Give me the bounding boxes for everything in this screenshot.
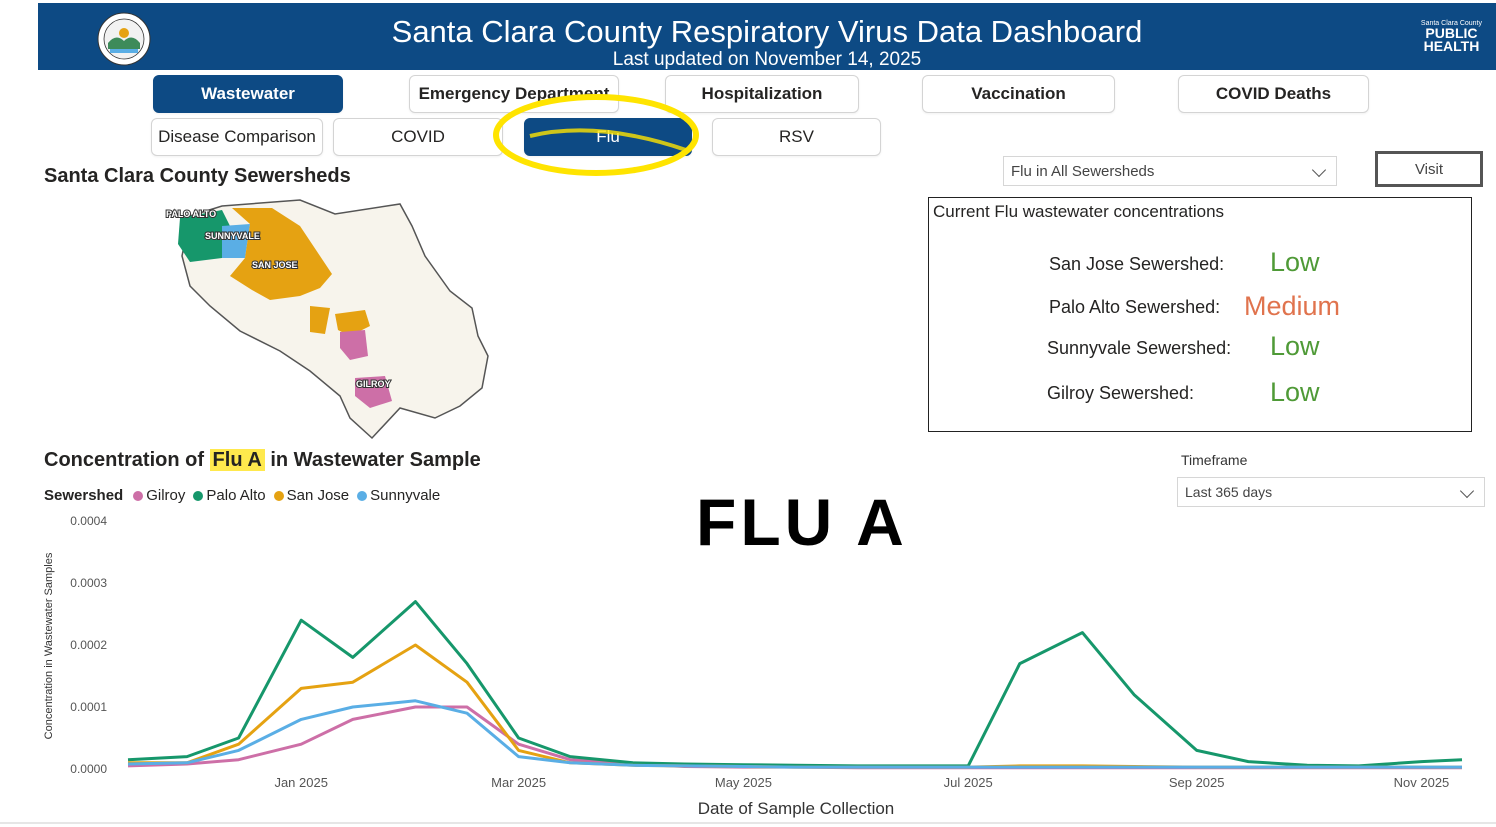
legend-dot (193, 490, 204, 501)
map-label-san-jose: SAN JOSE (252, 260, 298, 270)
legend-label: Gilroy (146, 487, 186, 504)
logo-line-2: HEALTH (1423, 38, 1480, 54)
map-label-palo-alto: PALO ALTO (166, 209, 216, 219)
y-axis-label: Concentration in Wastewater Samples (43, 552, 55, 739)
x-tick-label: Jul 2025 (944, 775, 993, 790)
header-banner: Santa Clara County Respiratory Virus Dat… (38, 3, 1496, 70)
x-tick-label: May 2025 (715, 775, 772, 790)
chart-title-suffix: in Wastewater Sample (264, 449, 481, 471)
legend-label: San Jose (286, 487, 350, 504)
san-jose-region-south (310, 306, 330, 334)
x-tick-label: Sep 2025 (1169, 775, 1225, 790)
y-tick-label: 0.0002 (70, 638, 107, 652)
sunnyvale-region[interactable] (222, 224, 250, 258)
public-health-logo: Santa Clara County PUBLIC HEALTH (1421, 20, 1482, 53)
legend-item-palo-alto[interactable]: Palo Alto (191, 487, 266, 504)
tab-hospitalization[interactable]: Hospitalization (665, 75, 859, 113)
chevron-down-icon (1459, 483, 1475, 499)
legend-label: Sunnyvale (370, 487, 441, 504)
chart-title-prefix: Concentration of (44, 449, 210, 471)
legend-label: Palo Alto (206, 487, 266, 504)
logo-line-1: PUBLIC (1425, 25, 1478, 41)
page-title: Santa Clara County Respiratory Virus Dat… (391, 14, 1143, 49)
map-title: Santa Clara County Sewersheds (44, 165, 351, 187)
y-tick-label: 0.0003 (70, 576, 107, 590)
timeframe-dropdown[interactable]: Last 365 days (1177, 477, 1485, 507)
x-tick-label: Nov 2025 (1394, 775, 1450, 790)
map-label-gilroy: GILROY (356, 379, 391, 389)
current-concentration-card: Current Flu wastewater concentrations Sa… (928, 197, 1472, 432)
gilroy-region[interactable] (355, 376, 392, 408)
tab-wastewater[interactable]: Wastewater (153, 75, 343, 113)
sewershed-map[interactable]: PALO ALTO SUNNYVALE SAN JOSE GILROY (160, 196, 500, 442)
x-axis-label: Date of Sample Collection (698, 799, 895, 818)
x-tick-label: Mar 2025 (491, 775, 546, 790)
san-jose-label: San Jose Sewershed: (1049, 254, 1225, 274)
palo-alto-label: Palo Alto Sewershed: (1049, 297, 1221, 317)
chart-title-highlight: Flu A (209, 449, 265, 471)
chart-title: Concentration of Flu A in Wastewater Sam… (44, 449, 481, 472)
map-label-sunnyvale: SUNNYVALE (205, 231, 260, 241)
timeframe-value: Last 365 days (1185, 484, 1273, 500)
san-jose-level: Low (1270, 247, 1320, 277)
palo-alto-region[interactable] (178, 210, 230, 262)
page-bottom-divider (0, 822, 1496, 824)
x-tick-label: Jan 2025 (274, 775, 328, 790)
tab-rsv[interactable]: RSV (712, 118, 881, 156)
tab-covid[interactable]: COVID (333, 118, 503, 156)
chart-legend: Sewershed Gilroy Palo Alto San Jose Sunn… (44, 487, 446, 504)
palo-alto-level: Medium (1244, 291, 1341, 321)
y-tick-label: 0.0001 (70, 700, 107, 714)
series-line-palo-alto[interactable] (127, 600, 1463, 768)
legend-item-gilroy[interactable]: Gilroy (131, 487, 185, 504)
tab-covid-deaths[interactable]: COVID Deaths (1178, 75, 1369, 113)
sunnyvale-level: Low (1270, 331, 1320, 361)
sewershed-filter-dropdown[interactable]: Flu in All Sewersheds (1003, 156, 1337, 186)
morgan-hill-region (335, 310, 370, 336)
logo-small-text: Santa Clara County (1420, 20, 1482, 27)
y-tick-label: 0.0000 (70, 762, 107, 776)
card-title: Current Flu wastewater concentrations (933, 202, 1225, 221)
timeframe-label: Timeframe (1181, 452, 1248, 468)
legend-title: Sewershed (44, 487, 124, 504)
legend-item-sunnyvale[interactable]: Sunnyvale (355, 487, 440, 504)
visit-button[interactable]: Visit (1375, 151, 1483, 187)
legend-item-san-jose[interactable]: San Jose (272, 487, 350, 504)
highlight-annotation (493, 94, 699, 176)
sewershed-filter-value: Flu in All Sewersheds (1011, 162, 1155, 180)
gilroy-level: Low (1270, 377, 1320, 407)
chevron-down-icon (1311, 162, 1327, 178)
sunnyvale-label: Sunnyvale Sewershed: (1047, 338, 1232, 358)
legend-dot (357, 490, 368, 501)
last-updated-text: Last updated on November 14, 2025 (612, 49, 922, 70)
tab-vaccination[interactable]: Vaccination (922, 75, 1115, 113)
flu-a-overlay-text: FLU A (696, 485, 908, 559)
morgan-hill-pink-region (340, 330, 368, 360)
legend-dot (273, 490, 284, 501)
series-line-gilroy[interactable] (127, 705, 1462, 770)
gilroy-label: Gilroy Sewershed: (1047, 383, 1195, 403)
san-jose-region[interactable] (230, 208, 332, 300)
y-tick-label: 0.0004 (70, 514, 107, 528)
county-seal-icon (96, 11, 152, 67)
tab-disease-comparison[interactable]: Disease Comparison (151, 118, 323, 156)
series-line-san-jose[interactable] (128, 643, 1462, 769)
series-line-sunnyvale[interactable] (127, 699, 1462, 769)
legend-dot (133, 490, 144, 501)
